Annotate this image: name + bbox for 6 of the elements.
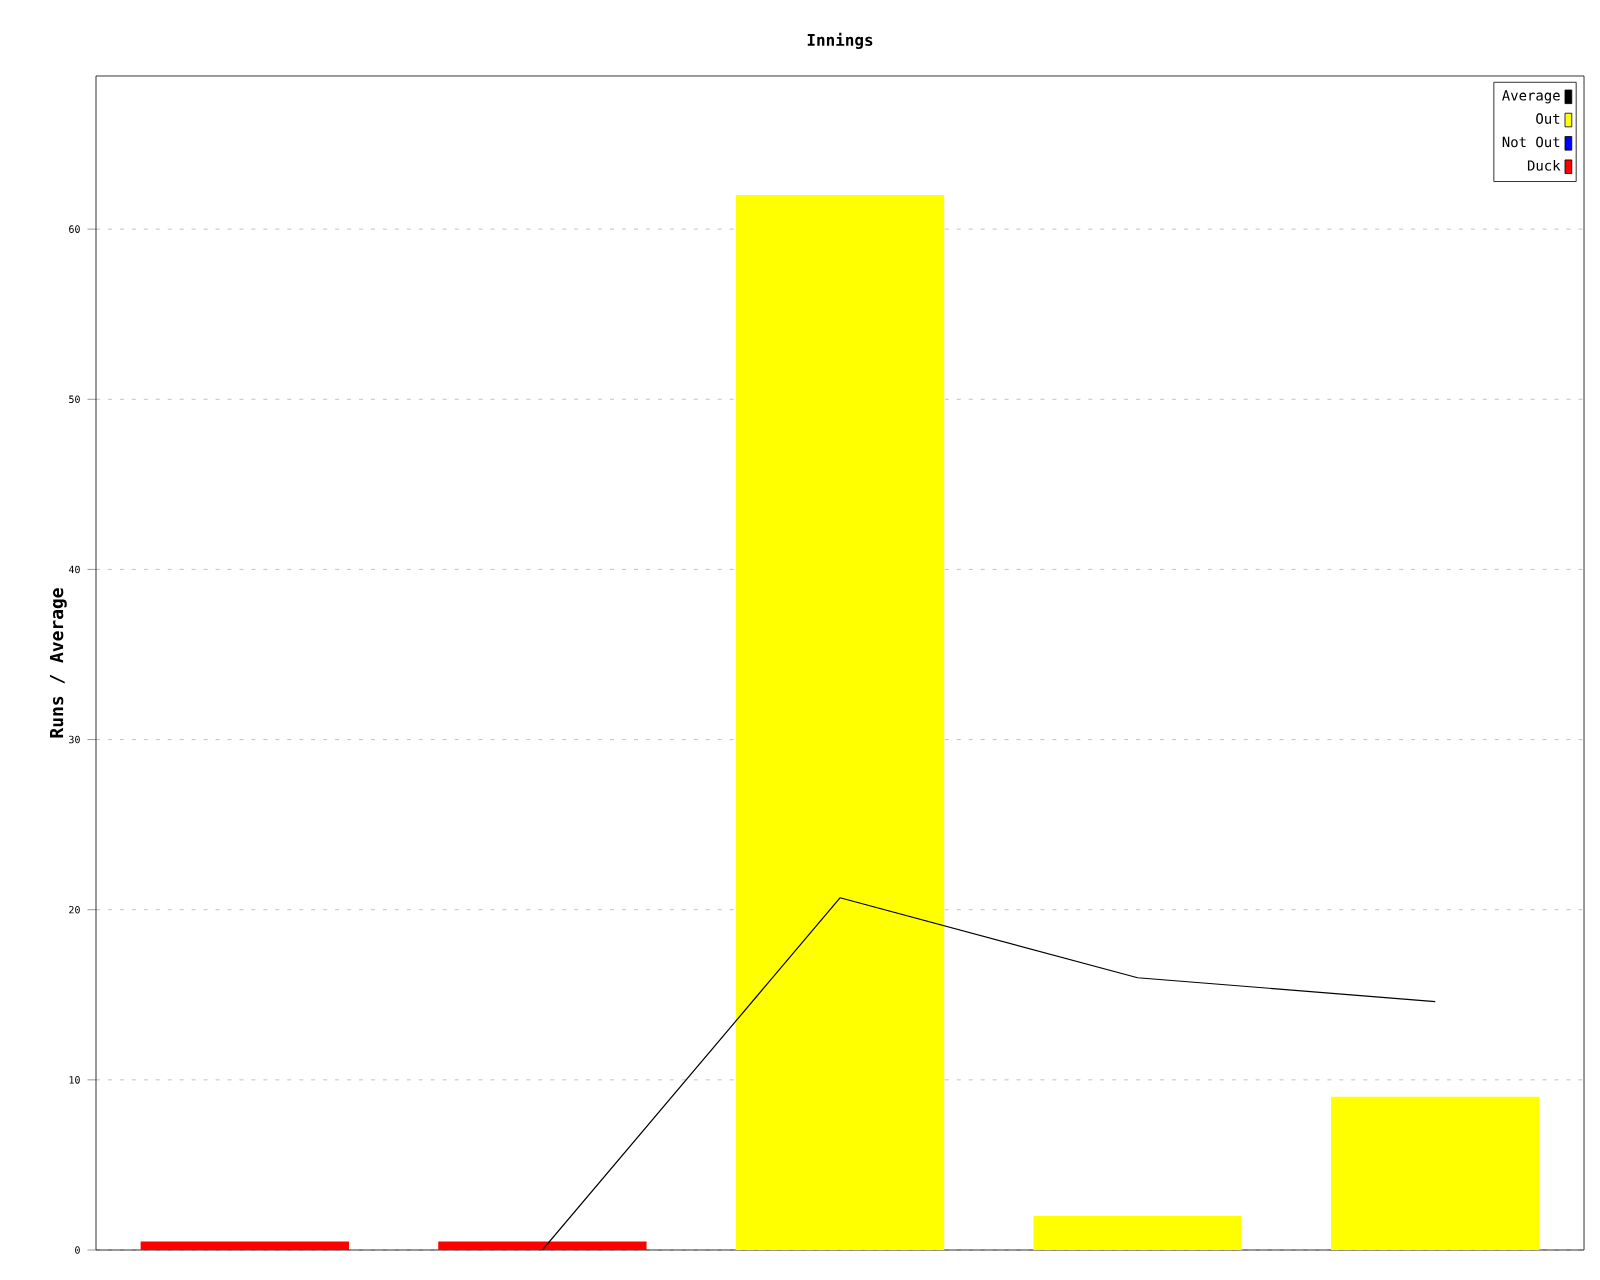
bar [438,1241,647,1250]
y-axis-title: Runs / Average [50,588,67,738]
bar [1331,1096,1540,1250]
bar [735,195,945,1250]
bar [140,1241,349,1250]
bar [1033,1215,1242,1250]
